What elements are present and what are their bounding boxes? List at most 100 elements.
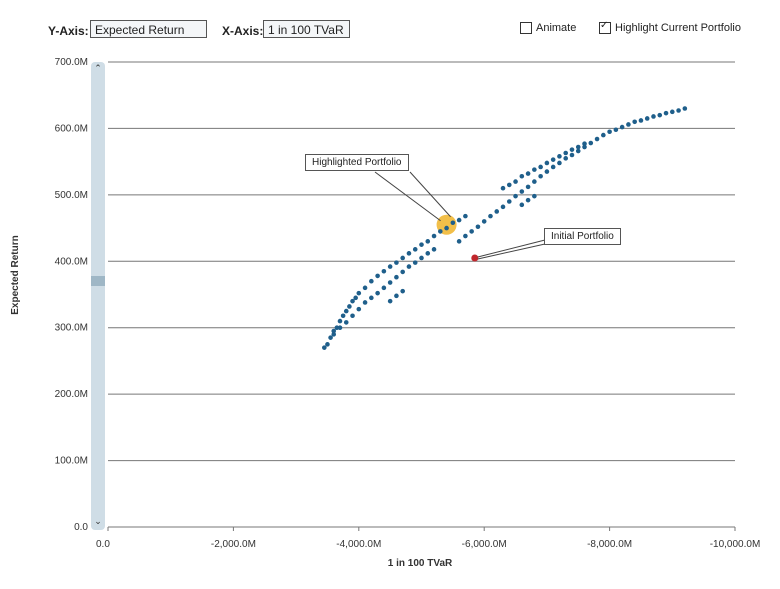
data-point[interactable] (500, 204, 506, 210)
data-point[interactable] (456, 217, 462, 223)
data-point[interactable] (425, 251, 431, 256)
data-point[interactable] (494, 209, 500, 214)
data-point[interactable] (337, 318, 343, 324)
data-point[interactable] (525, 197, 531, 203)
y-axis-selector[interactable]: Expected Return (90, 20, 207, 38)
initial-portfolio-point[interactable] (471, 254, 479, 262)
data-point[interactable] (356, 306, 362, 312)
data-point[interactable] (481, 219, 487, 224)
data-point[interactable] (550, 164, 556, 170)
data-point[interactable] (362, 285, 368, 291)
data-point[interactable] (588, 140, 594, 146)
data-point[interactable] (322, 345, 327, 350)
data-point[interactable] (387, 280, 393, 285)
data-point[interactable] (406, 251, 412, 256)
data-point[interactable] (532, 167, 537, 172)
data-point[interactable] (601, 132, 606, 138)
data-point[interactable] (638, 118, 644, 123)
data-point[interactable] (343, 308, 349, 314)
data-point[interactable] (444, 225, 449, 231)
data-point[interactable] (331, 332, 337, 337)
data-point[interactable] (550, 157, 556, 162)
data-point[interactable] (387, 298, 393, 304)
data-point[interactable] (644, 116, 650, 121)
data-point[interactable] (582, 144, 587, 150)
data-point[interactable] (575, 144, 581, 150)
data-point[interactable] (419, 242, 424, 247)
animate-checkbox-box[interactable] (520, 22, 532, 34)
data-point[interactable] (475, 224, 481, 230)
data-point[interactable] (328, 335, 333, 340)
data-point[interactable] (362, 300, 368, 305)
data-point[interactable] (325, 342, 330, 347)
animate-checkbox[interactable]: Animate (520, 22, 576, 34)
data-point[interactable] (337, 325, 343, 331)
data-point[interactable] (538, 164, 543, 170)
data-point[interactable] (369, 278, 374, 284)
data-point[interactable] (400, 255, 405, 261)
data-point[interactable] (394, 260, 399, 265)
data-point[interactable] (425, 239, 431, 244)
scroll-down-icon[interactable]: ⌄ (94, 516, 102, 526)
data-point[interactable] (369, 295, 374, 301)
data-point[interactable] (469, 229, 474, 234)
data-point[interactable] (569, 147, 575, 152)
highlight-checkbox-box[interactable] (599, 20, 611, 34)
data-point[interactable] (347, 304, 352, 309)
data-point[interactable] (419, 255, 424, 261)
data-point[interactable] (619, 124, 625, 130)
data-point[interactable] (350, 313, 355, 319)
data-point[interactable] (375, 273, 380, 279)
data-point[interactable] (657, 112, 663, 118)
data-point[interactable] (663, 110, 669, 116)
data-point[interactable] (513, 179, 518, 184)
data-point[interactable] (532, 179, 537, 184)
data-point[interactable] (463, 213, 468, 219)
data-point[interactable] (406, 264, 412, 269)
data-point[interactable] (431, 247, 437, 252)
data-point[interactable] (519, 173, 525, 179)
data-point[interactable] (375, 290, 380, 296)
data-point[interactable] (569, 152, 575, 158)
data-point[interactable] (450, 220, 456, 226)
data-point[interactable] (331, 328, 337, 334)
data-point[interactable] (506, 199, 512, 204)
data-point[interactable] (575, 148, 581, 154)
data-point[interactable] (356, 290, 362, 296)
data-point[interactable] (532, 193, 537, 199)
data-point[interactable] (670, 109, 675, 115)
data-point[interactable] (343, 320, 349, 325)
data-point[interactable] (513, 193, 518, 199)
data-point[interactable] (519, 202, 525, 208)
y-scrollbar-thumb[interactable] (91, 276, 105, 286)
data-point[interactable] (353, 295, 358, 301)
data-point[interactable] (381, 285, 387, 291)
data-point[interactable] (381, 268, 387, 274)
data-point[interactable] (412, 247, 418, 252)
data-point[interactable] (544, 169, 550, 174)
data-point[interactable] (400, 288, 405, 294)
data-point[interactable] (456, 239, 462, 244)
data-point[interactable] (350, 298, 355, 304)
data-point[interactable] (557, 160, 562, 166)
data-point[interactable] (651, 114, 656, 119)
data-point[interactable] (563, 150, 569, 156)
x-axis-selector[interactable]: 1 in 100 TVaR (263, 20, 350, 38)
highlight-portfolio-checkbox[interactable]: Highlight Current Portfolio (599, 20, 741, 34)
data-point[interactable] (632, 119, 637, 125)
data-point[interactable] (563, 156, 569, 161)
scroll-up-icon[interactable]: ⌃ (94, 63, 102, 73)
data-point[interactable] (412, 260, 418, 265)
data-point[interactable] (519, 189, 525, 194)
data-point[interactable] (582, 141, 587, 147)
data-point[interactable] (626, 122, 631, 127)
data-point[interactable] (431, 233, 437, 239)
data-point[interactable] (500, 185, 506, 191)
data-point[interactable] (525, 184, 531, 190)
data-point[interactable] (613, 127, 619, 133)
data-point[interactable] (544, 160, 550, 166)
y-scrollbar[interactable] (91, 62, 105, 530)
data-point[interactable] (506, 182, 512, 188)
data-point[interactable] (538, 173, 543, 179)
data-point[interactable] (676, 108, 681, 113)
